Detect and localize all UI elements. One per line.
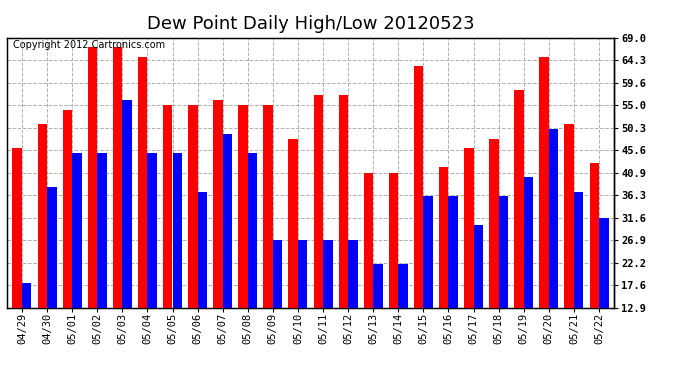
Bar xyxy=(473,225,483,308)
Bar xyxy=(122,100,132,308)
Bar xyxy=(22,283,32,308)
Bar xyxy=(549,129,558,308)
Bar xyxy=(540,57,549,308)
Bar xyxy=(364,173,373,308)
Bar xyxy=(489,139,499,308)
Bar xyxy=(464,148,473,308)
Bar xyxy=(398,264,408,308)
Bar xyxy=(414,66,424,308)
Bar xyxy=(589,163,599,308)
Bar xyxy=(248,153,257,308)
Bar xyxy=(323,240,333,308)
Bar xyxy=(112,47,122,308)
Bar xyxy=(188,105,197,308)
Bar xyxy=(388,173,398,308)
Bar xyxy=(63,110,72,308)
Bar xyxy=(448,196,458,308)
Text: Dew Point Daily High/Low 20120523: Dew Point Daily High/Low 20120523 xyxy=(147,15,474,33)
Bar xyxy=(264,105,273,308)
Bar xyxy=(148,153,157,308)
Bar xyxy=(223,134,233,308)
Bar xyxy=(313,95,323,308)
Bar xyxy=(424,196,433,308)
Bar xyxy=(273,240,282,308)
Bar xyxy=(197,192,207,308)
Bar xyxy=(12,148,22,308)
Bar xyxy=(564,124,574,308)
Bar xyxy=(599,217,609,308)
Bar xyxy=(499,196,509,308)
Bar xyxy=(238,105,248,308)
Bar xyxy=(37,124,47,308)
Bar xyxy=(574,192,584,308)
Bar xyxy=(348,240,357,308)
Bar xyxy=(288,139,298,308)
Bar xyxy=(439,168,449,308)
Bar xyxy=(514,90,524,308)
Text: Copyright 2012 Cartronics.com: Copyright 2012 Cartronics.com xyxy=(13,40,165,50)
Bar xyxy=(339,95,348,308)
Bar xyxy=(72,153,81,308)
Bar xyxy=(163,105,172,308)
Bar xyxy=(97,153,107,308)
Bar xyxy=(524,177,533,308)
Bar xyxy=(373,264,383,308)
Bar xyxy=(172,153,182,308)
Bar xyxy=(298,240,308,308)
Bar xyxy=(213,100,223,308)
Bar xyxy=(47,187,57,308)
Bar xyxy=(138,57,148,308)
Bar xyxy=(88,47,97,308)
